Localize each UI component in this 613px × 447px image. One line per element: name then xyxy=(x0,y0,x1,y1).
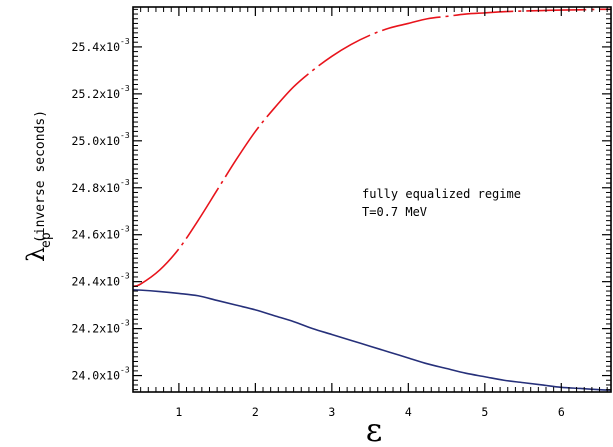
x-tick-label: 6 xyxy=(558,405,565,419)
y-tick-exponent: -3 xyxy=(120,366,130,375)
y-tick-exponent: -3 xyxy=(120,178,130,187)
y-axis-label-units: (inverse seconds) xyxy=(33,110,48,243)
annotation-regime: fully equalized regime xyxy=(362,187,521,201)
y-tick-label: 24.0x10 xyxy=(72,369,121,383)
series-layer xyxy=(132,8,612,391)
y-tick-label: 25.0x10 xyxy=(72,134,121,148)
y-tick-label: 24.2x10 xyxy=(72,322,121,336)
series-line-2 xyxy=(132,289,612,391)
annotation-temperature: T=0.7 MeV xyxy=(362,205,427,219)
y-tick-exponent: -3 xyxy=(120,131,130,140)
y-tick-label: 25.4x10 xyxy=(72,40,121,54)
y-axis-label-subscript: ep xyxy=(39,232,54,248)
y-tick-label: 24.6x10 xyxy=(72,228,121,242)
x-tick-label: 5 xyxy=(481,405,488,419)
chart-annotations: fully equalized regime T=0.7 MeV xyxy=(362,187,521,219)
y-tick-exponent: -3 xyxy=(120,84,130,93)
x-tick-label: 3 xyxy=(328,405,335,419)
y-axis-label-lambda: λ xyxy=(22,247,50,262)
ticks-layer xyxy=(132,7,611,392)
y-tick-exponent: -3 xyxy=(120,319,130,328)
y-tick-exponent: -3 xyxy=(120,272,130,281)
y-axis-label: λ ep (inverse seconds) xyxy=(22,110,54,262)
y-tick-exponent: -3 xyxy=(120,225,130,234)
y-tick-label: 25.2x10 xyxy=(72,87,121,101)
y-tick-exponent: -3 xyxy=(120,37,130,46)
y-tick-label: 24.8x10 xyxy=(72,181,121,195)
series-line-1 xyxy=(132,8,612,288)
x-tick-label: 2 xyxy=(252,405,259,419)
x-tick-label: 4 xyxy=(405,405,412,419)
plot-frame xyxy=(132,6,612,393)
x-axis-label: ε xyxy=(366,411,383,447)
y-tick-label: 24.4x10 xyxy=(72,275,121,289)
x-tick-label: 1 xyxy=(175,405,182,419)
tick-labels-layer: 1 2 3 4 5 624.0x10 -324.2x10 -324.4x10 -324.6x10… xyxy=(72,37,565,419)
